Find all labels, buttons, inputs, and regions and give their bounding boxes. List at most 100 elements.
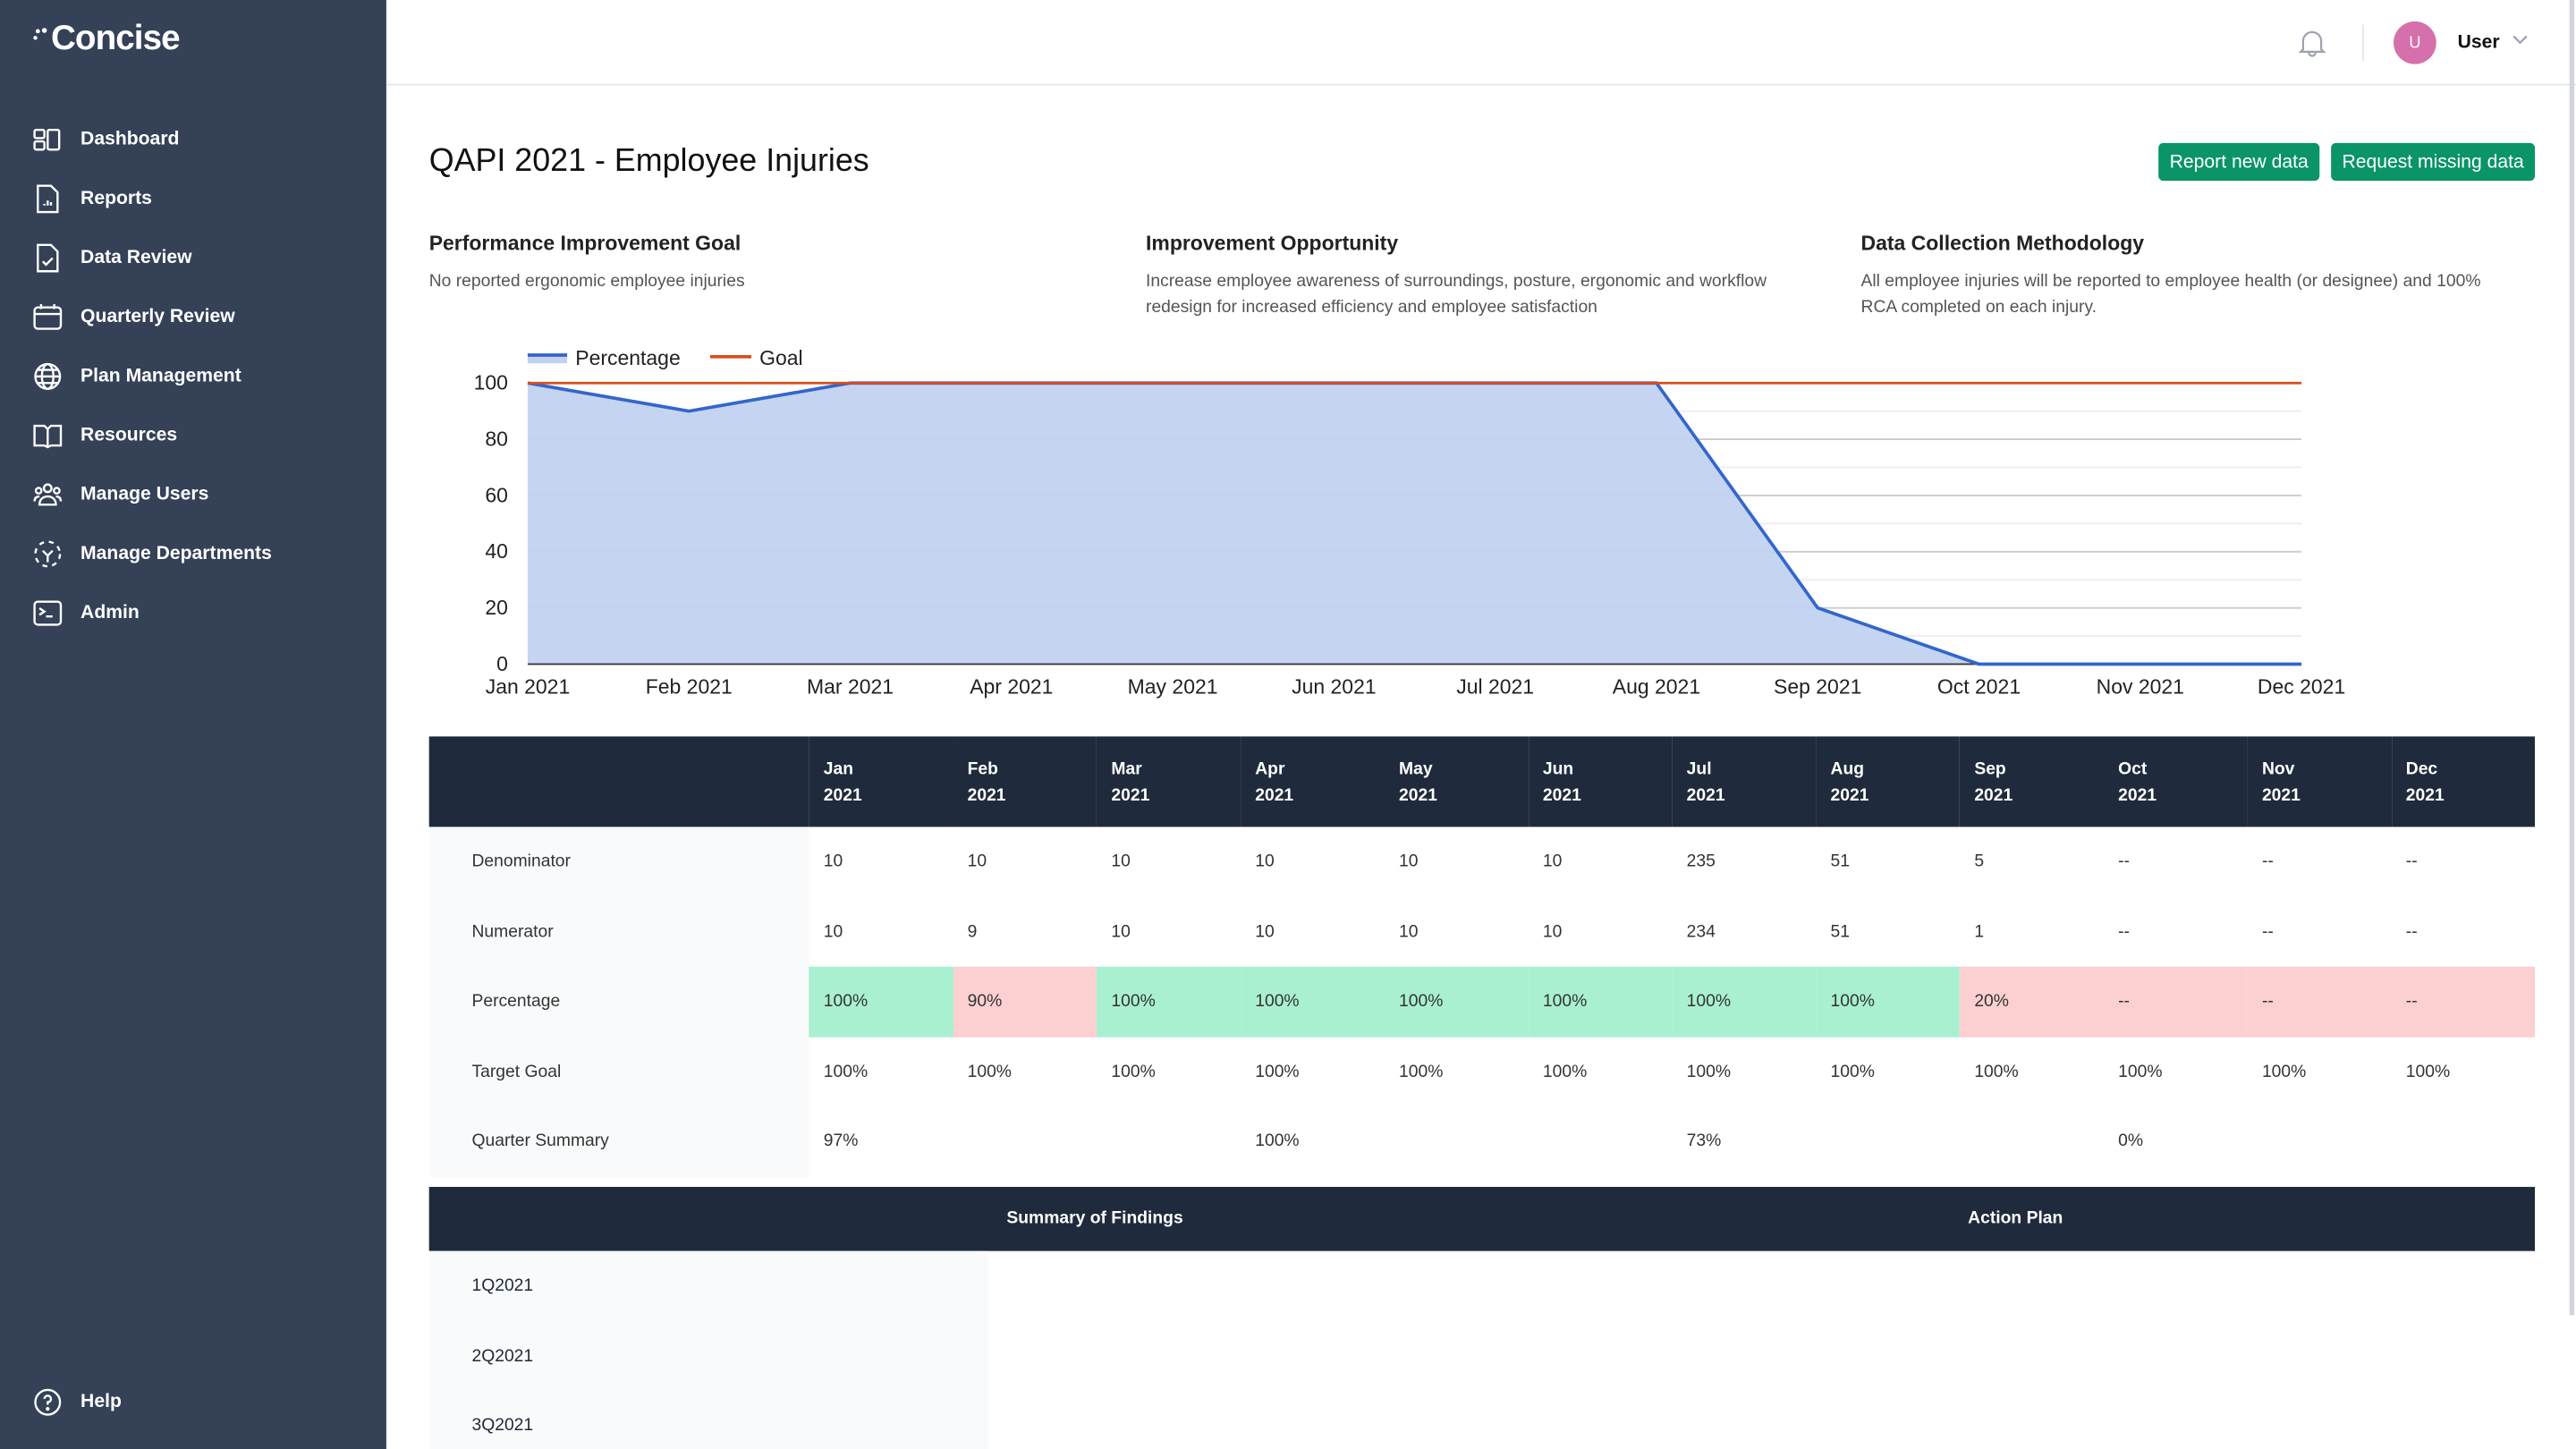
month-name: Jun <box>1542 758 1574 779</box>
table-cell: 100% <box>967 1061 1012 1081</box>
avatar[interactable]: U <box>2393 21 2436 64</box>
month-header: Feb 2021 <box>953 736 1097 827</box>
month-name: Jan <box>823 758 854 779</box>
table-cell: 100% <box>1384 966 1529 1037</box>
month-header: Dec 2021 <box>2391 736 2536 827</box>
row-label: Quarter Summary <box>428 1106 809 1177</box>
month-year: 2021 <box>967 784 1006 805</box>
header-divider <box>2362 24 2364 62</box>
table-cell: 10 <box>967 852 987 872</box>
user-menu-name[interactable]: User <box>2457 32 2500 53</box>
table-cell: 10 <box>823 921 843 942</box>
monthly-data-table: Jan 2021 Feb 2021 Mar 2021 Apr 2021 May 2021 Jun 20… <box>428 736 2536 1177</box>
sidebar-item-manage-users[interactable]: Manage Users <box>33 480 209 510</box>
chevron-down-icon[interactable] <box>2512 33 2528 47</box>
table-cell: 100% <box>1255 1131 1300 1151</box>
x-tick-label: May 2021 <box>1128 675 1218 699</box>
table-cell <box>2247 1106 2391 1176</box>
x-tick-label: Jun 2021 <box>1292 675 1377 699</box>
sidebar-item-label: Resources <box>80 426 178 446</box>
top-header <box>386 0 2576 86</box>
table-cell: 10 <box>1111 852 1131 872</box>
table-cell: 9 <box>967 921 978 942</box>
x-tick-label: Sep 2021 <box>1774 675 1861 699</box>
dashboard-icon <box>33 128 61 151</box>
sidebar-item-help[interactable]: Help <box>33 1387 122 1417</box>
sidebar-item-label: Quarterly Review <box>80 307 235 327</box>
x-tick-label: Dec 2021 <box>2258 675 2345 699</box>
table-cell <box>1097 1106 1241 1176</box>
month-name: Jul <box>1686 758 1712 779</box>
quarter-label: 2Q2021 <box>428 1320 988 1391</box>
table-cell: 100% <box>1542 1061 1588 1081</box>
table-cell: 51 <box>1830 921 1850 942</box>
sidebar: Concise Dashboard Reports Data Review Qu… <box>0 0 386 1449</box>
month-header: Jun 2021 <box>1528 736 1673 827</box>
table-cell: 10 <box>1255 852 1275 872</box>
month-name: Feb <box>967 758 998 779</box>
sidebar-item-label: Manage Departments <box>80 544 272 564</box>
page-title: QAPI 2021 - Employee Injuries <box>428 142 869 180</box>
table-cell: 90% <box>953 966 1097 1037</box>
row-label: Numerator <box>428 896 809 967</box>
findings-row: 3Q2021 <box>428 1390 2535 1449</box>
percentage-chart: 0 20 40 60 80 100 Jan 2021 Feb 2021 Mar 2021 Apr … <box>474 346 2346 699</box>
methodology-section: Data Collection Methodology All employee … <box>1861 232 2519 320</box>
table-cell: 1 <box>1974 921 1985 942</box>
findings-row: 2Q2021 <box>428 1320 2535 1391</box>
section-text: All employee injuries will be reported t… <box>1860 271 2481 318</box>
month-header: Aug 2021 <box>1815 736 1960 827</box>
month-header: Mar 2021 <box>1096 736 1241 827</box>
notification-bell-icon[interactable] <box>2298 28 2326 57</box>
sidebar-item-quarterly-review[interactable]: Quarterly Review <box>33 302 235 332</box>
table-cell: -- <box>2247 966 2392 1037</box>
table-cell: 100% <box>1399 1061 1444 1081</box>
table-cell: 10 <box>823 852 843 872</box>
logo[interactable]: Concise <box>33 20 181 59</box>
month-year: 2021 <box>1974 784 2013 805</box>
quarter-label: 1Q2021 <box>428 1250 988 1321</box>
month-year: 2021 <box>2261 784 2301 805</box>
table-cell: -- <box>2391 966 2536 1037</box>
sidebar-item-data-review[interactable]: Data Review <box>33 243 192 273</box>
table-cell: -- <box>2405 852 2418 872</box>
logo-text: Concise <box>50 20 181 58</box>
y-tick-label: 20 <box>485 596 508 619</box>
sidebar-item-dashboard[interactable]: Dashboard <box>33 125 180 155</box>
summary-of-findings-header: Summary of Findings <box>1006 1208 1183 1228</box>
sidebar-item-plan-management[interactable]: Plan Management <box>33 361 242 391</box>
sidebar-item-admin[interactable]: Admin <box>33 598 140 628</box>
table-cell: -- <box>2261 921 2274 942</box>
section-title: Performance Improvement Goal <box>428 232 741 255</box>
goal-section: Performance Improvement Goal No reported … <box>429 232 1120 294</box>
file-check-icon <box>37 243 59 273</box>
header-blank <box>428 736 809 827</box>
table-cell: -- <box>2405 921 2418 942</box>
table-cell: 100% <box>1686 1061 1732 1081</box>
terminal-icon <box>33 600 63 626</box>
month-header: May 2021 <box>1384 736 1529 827</box>
request-missing-data-button[interactable]: Request missing data <box>2331 142 2536 182</box>
table-cell: 100% <box>1528 966 1673 1037</box>
sidebar-item-label: Admin <box>80 603 140 623</box>
y-tick-label: 60 <box>485 483 508 506</box>
table-header-row: Jan 2021 Feb 2021 Mar 2021 Apr 2021 May 2021 Jun 20… <box>428 736 2536 827</box>
row-label: Denominator <box>428 826 809 897</box>
scrollbar[interactable] <box>2569 0 2575 1316</box>
month-name: Aug <box>1830 758 1865 779</box>
sidebar-item-resources[interactable]: Resources <box>33 421 177 451</box>
table-cell <box>1816 1106 1960 1176</box>
table-cell: 73% <box>1686 1131 1722 1151</box>
month-year: 2021 <box>2405 784 2445 805</box>
month-year: 2021 <box>1686 784 1725 805</box>
sidebar-item-manage-departments[interactable]: Manage Departments <box>33 539 272 569</box>
sidebar-item-reports[interactable]: Reports <box>33 184 152 214</box>
report-new-data-button[interactable]: Report new data <box>2158 142 2320 182</box>
table-cell: 10 <box>1255 921 1275 942</box>
globe-icon <box>34 362 62 390</box>
table-cell: 100% <box>1815 966 1960 1037</box>
table-cell: 97% <box>823 1131 859 1151</box>
action-plan-header: Action Plan <box>1968 1208 2063 1228</box>
row-label: Percentage <box>428 966 809 1037</box>
table-cell: 10 <box>1542 852 1563 872</box>
